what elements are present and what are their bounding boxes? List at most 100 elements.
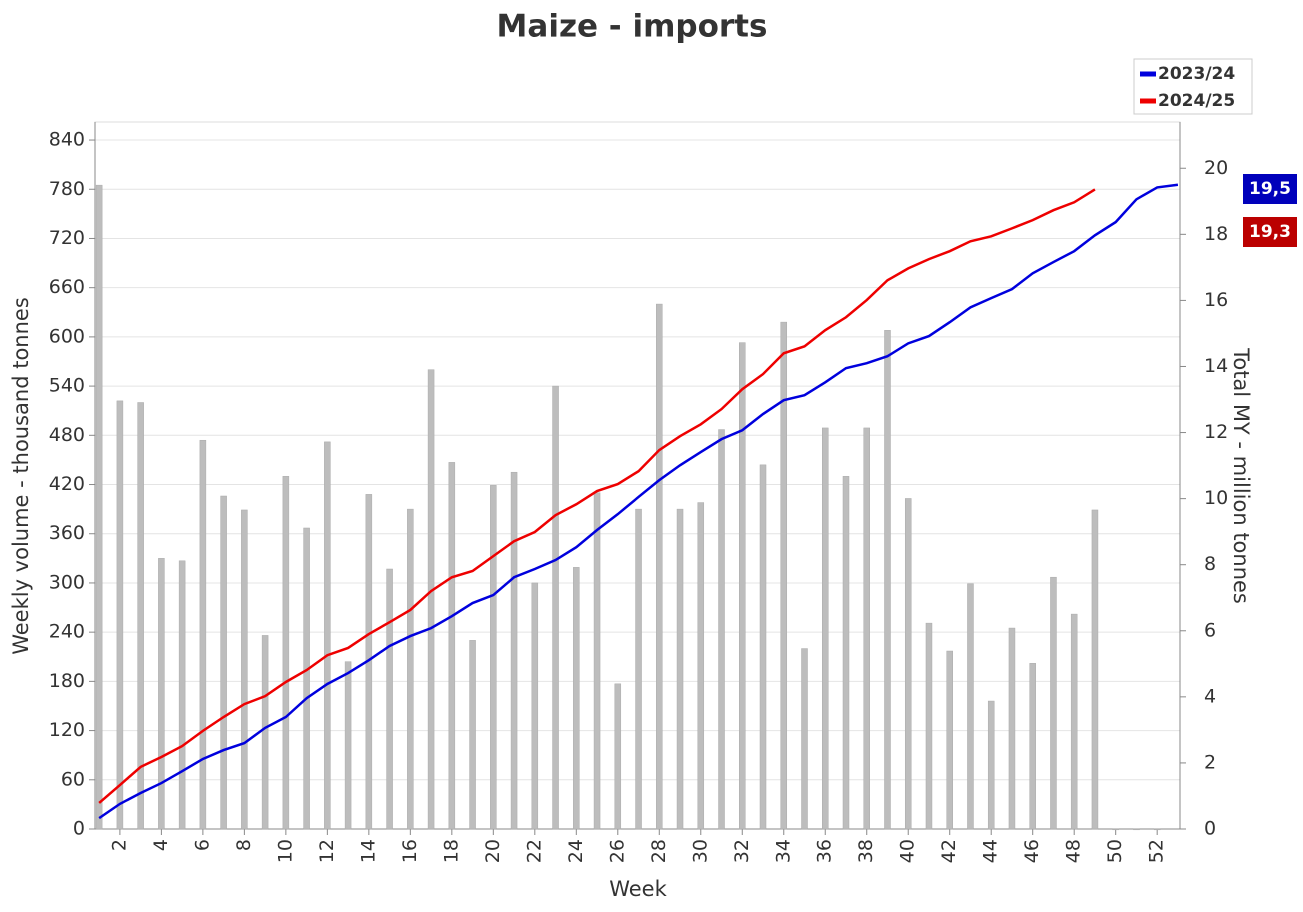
bar <box>386 568 393 830</box>
legend-label: 2023/24 <box>1158 64 1235 84</box>
y2-axis-label: Total MY - million tonnes <box>1229 347 1253 604</box>
y2-tick-label: 12 <box>1204 421 1228 443</box>
bar <box>780 321 788 830</box>
bar <box>842 476 850 830</box>
bar <box>1091 509 1099 830</box>
y2-tick-label: 18 <box>1204 223 1228 245</box>
y-tick-label: 660 <box>49 276 85 298</box>
bar <box>593 492 601 830</box>
x-tick-label: 34 <box>772 839 794 863</box>
bar <box>510 471 518 830</box>
bar <box>1133 828 1140 831</box>
bar <box>137 402 144 830</box>
x-tick-label: 30 <box>689 839 711 863</box>
bar <box>739 342 746 830</box>
y2-tick-label: 6 <box>1204 619 1216 641</box>
x-tick-label: 48 <box>1063 839 1085 863</box>
bar <box>199 439 207 830</box>
x-tick-label: 16 <box>399 839 421 863</box>
x-tick-label: 42 <box>938 839 960 863</box>
bar <box>324 441 331 830</box>
bar <box>1070 613 1078 830</box>
bar <box>697 502 705 830</box>
y-tick-label: 120 <box>49 719 85 741</box>
y2-tick-label: 8 <box>1204 553 1216 575</box>
x-tick-label: 6 <box>191 839 213 851</box>
legend-label: 2024/25 <box>1158 91 1235 111</box>
x-tick-label: 32 <box>731 839 753 863</box>
bar <box>821 427 829 830</box>
y-tick-label: 840 <box>49 129 85 151</box>
legend-box <box>1133 58 1253 115</box>
bar <box>552 385 559 830</box>
y-tick-label: 60 <box>61 768 85 790</box>
bar <box>925 622 933 830</box>
bar <box>967 583 974 830</box>
line-series <box>98 188 1096 804</box>
bar <box>987 700 995 830</box>
x-tick-label: 50 <box>1104 839 1126 863</box>
bar <box>158 558 165 830</box>
bar <box>1050 576 1057 830</box>
bar <box>718 429 725 830</box>
bar <box>1008 627 1016 830</box>
bar <box>1029 663 1036 830</box>
bar <box>448 462 456 830</box>
x-tick-label: 46 <box>1021 839 1043 863</box>
y-tick-label: 480 <box>49 424 85 446</box>
y-tick-label: 0 <box>73 818 85 840</box>
y2-tick-label: 0 <box>1204 818 1216 840</box>
y2-tick-label: 14 <box>1204 355 1228 377</box>
y-tick-label: 720 <box>49 227 85 249</box>
bar <box>303 527 310 830</box>
x-tick-label: 8 <box>233 839 255 851</box>
x-tick-label: 12 <box>316 839 338 863</box>
y-tick-label: 780 <box>49 178 85 200</box>
y-tick-label: 600 <box>49 325 85 347</box>
x-tick-label: 20 <box>482 839 504 863</box>
bar <box>531 582 539 830</box>
bar <box>801 648 808 830</box>
x-tick-label: 40 <box>897 839 919 863</box>
bar <box>946 650 953 830</box>
end-label: 19,5 <box>1249 179 1291 199</box>
bar <box>95 184 103 830</box>
y2-tick-label: 10 <box>1204 487 1228 509</box>
x-tick-label: 36 <box>814 839 836 863</box>
y2-tick-label: 2 <box>1204 751 1216 773</box>
x-tick-label: 44 <box>980 839 1002 863</box>
y2-tick-label: 16 <box>1204 289 1228 311</box>
bar <box>1112 828 1119 831</box>
y2-tick-label: 4 <box>1204 685 1216 707</box>
x-tick-label: 22 <box>523 839 545 863</box>
bar <box>656 303 663 830</box>
bar <box>407 508 414 830</box>
bar <box>261 635 269 830</box>
bar <box>490 485 497 830</box>
x-axis-label: Week <box>609 877 667 901</box>
x-tick-label: 10 <box>274 839 296 863</box>
bar <box>344 661 352 830</box>
x-tick-label: 52 <box>1146 839 1168 863</box>
chart-title: Maize - imports <box>497 9 768 45</box>
bar <box>884 330 891 830</box>
end-label: 19,3 <box>1249 222 1291 242</box>
line-series <box>98 183 1179 820</box>
y-tick-label: 420 <box>49 473 85 495</box>
bar <box>759 464 767 830</box>
bar <box>863 427 870 830</box>
y-tick-label: 300 <box>49 571 85 593</box>
bar <box>241 509 248 830</box>
bar <box>573 567 580 830</box>
bar <box>614 683 622 830</box>
y-tick-label: 360 <box>49 522 85 544</box>
bar <box>469 640 476 830</box>
bar <box>904 498 912 830</box>
bar <box>220 495 227 830</box>
x-tick-label: 24 <box>565 839 587 863</box>
x-tick-label: 38 <box>855 839 877 863</box>
end-label-box <box>1243 174 1297 204</box>
y-axis-label: Weekly volume - thousand tonnes <box>9 297 33 655</box>
